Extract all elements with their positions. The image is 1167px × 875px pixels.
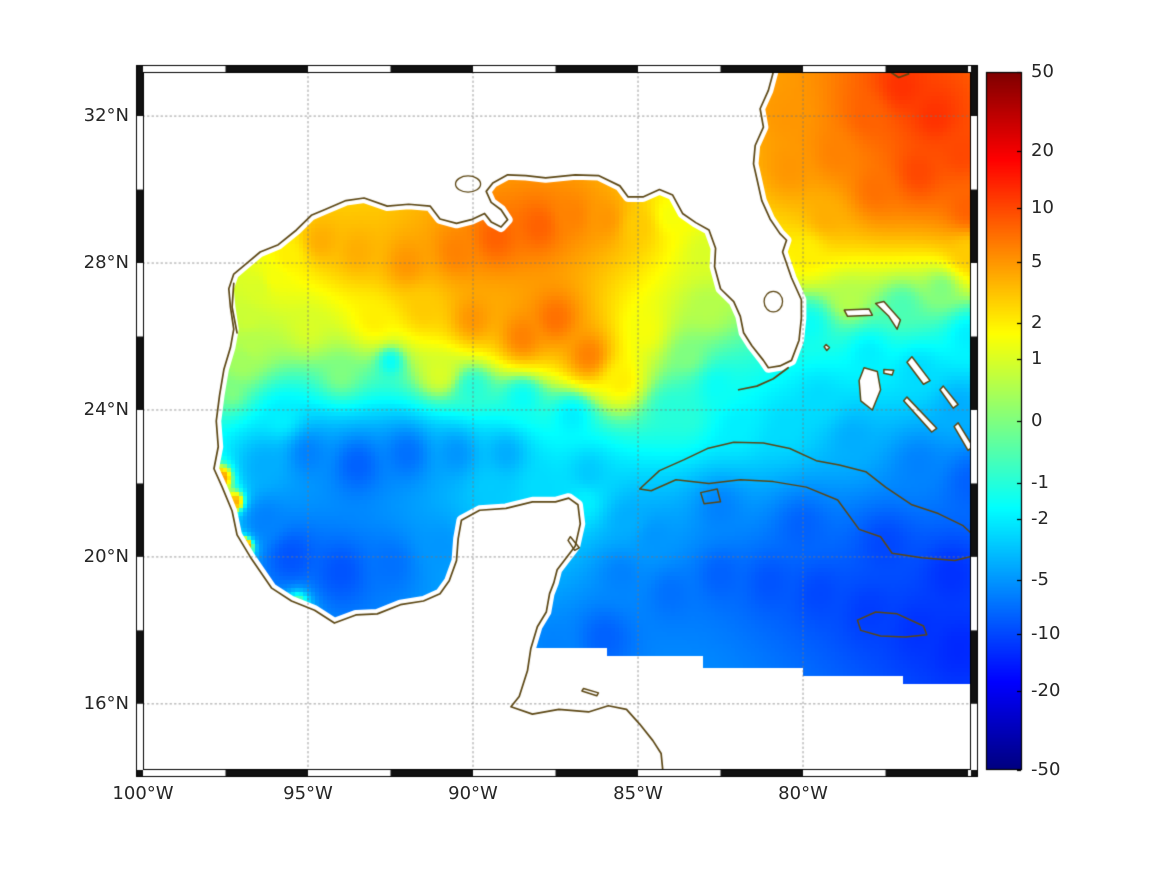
colorbar-tick-label: 50 xyxy=(1031,61,1054,82)
colorbar-tick-label: -50 xyxy=(1031,759,1061,780)
y-tick-label: 16°N xyxy=(83,692,129,714)
y-tick-label: 24°N xyxy=(83,398,129,420)
x-tick-label: 85°W xyxy=(613,783,663,804)
colorbar-tick-label: 5 xyxy=(1031,250,1043,272)
y-tick-label: 32°N xyxy=(83,105,129,127)
x-tick-label: 100°W xyxy=(112,783,174,804)
colorbar-tick-label: -1 xyxy=(1031,471,1049,493)
x-tick-label: 80°W xyxy=(778,783,828,804)
x-tick-label: 90°W xyxy=(448,783,498,804)
colorbar-tick-label: -20 xyxy=(1031,680,1061,702)
colorbar-tick-label: -5 xyxy=(1031,569,1049,591)
y-tick-label: 28°N xyxy=(83,252,129,274)
y-tick-label: 20°N xyxy=(83,545,129,567)
colorbar-tick-label: -10 xyxy=(1031,622,1061,644)
colorbar-tick-label: 2 xyxy=(1031,312,1043,334)
colorbar-tick-label: -2 xyxy=(1031,507,1049,529)
colorbar-tick-label: 10 xyxy=(1031,197,1054,219)
colorbar-tick-label: 0 xyxy=(1031,410,1043,431)
x-tick-label: 95°W xyxy=(283,783,333,804)
colorbar-tick-label: 1 xyxy=(1031,348,1043,370)
colorbar-tick-label: 20 xyxy=(1031,139,1054,161)
